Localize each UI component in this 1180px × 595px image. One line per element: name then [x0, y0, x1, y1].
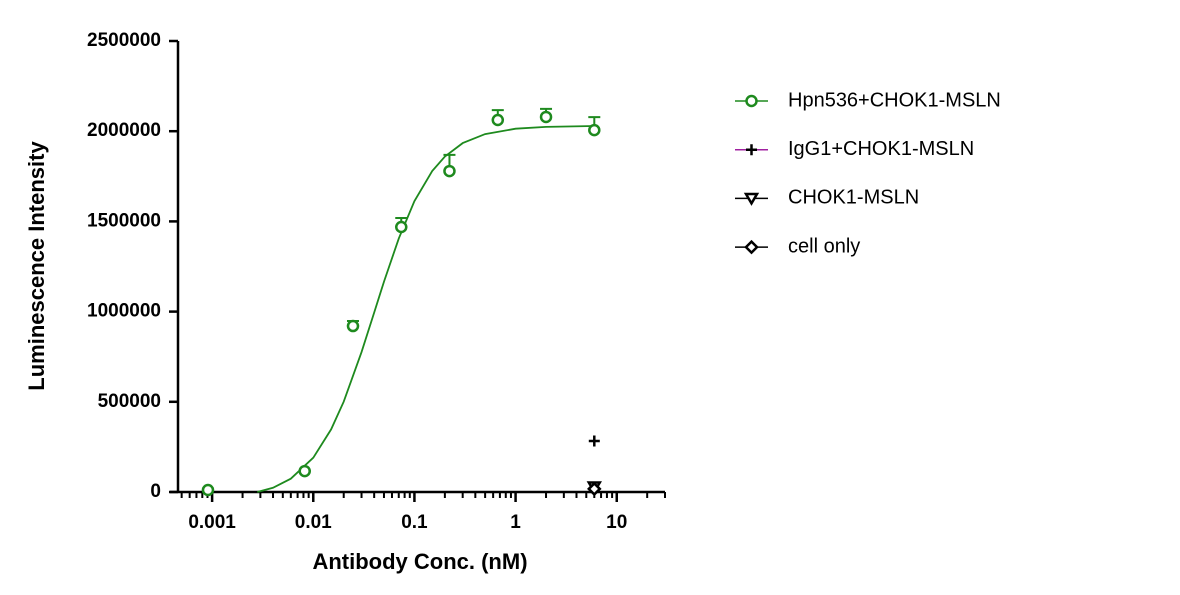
marker	[201, 483, 215, 497]
y-tick-label: 2000000	[87, 120, 161, 141]
legend-marker	[744, 239, 759, 255]
x-tick-label: 10	[606, 512, 627, 533]
legend-marker	[743, 192, 760, 206]
y-tick-label: 1000000	[87, 301, 161, 322]
legend-marker	[745, 94, 758, 108]
fit-curve	[257, 125, 595, 493]
y-tick-label: 2500000	[87, 30, 161, 51]
y-tick-label: 500000	[98, 391, 161, 412]
legend-label: cell only	[788, 235, 860, 257]
marker	[588, 435, 600, 447]
marker	[539, 110, 553, 124]
legend-label: IgG1+CHOK1-MSLN	[788, 138, 974, 160]
marker	[588, 123, 601, 137]
x-tick-label: 0.1	[401, 512, 428, 533]
marker	[443, 164, 456, 178]
y-tick-label: 1500000	[87, 210, 161, 231]
marker	[491, 113, 505, 127]
x-tick-label: 0.01	[295, 512, 332, 533]
marker	[346, 319, 360, 333]
legend-label: Hpn536+CHOK1-MSLN	[788, 89, 1001, 111]
marker	[298, 464, 311, 478]
marker	[395, 220, 408, 234]
x-tick-label: 0.001	[188, 512, 236, 533]
legend-label: CHOK1-MSLN	[788, 187, 919, 209]
y-tick-label: 0	[150, 481, 161, 502]
y-axis-title: Luminescence Intensity	[24, 141, 49, 391]
x-axis-title: Antibody Conc. (nM)	[312, 549, 527, 574]
marker	[587, 481, 602, 497]
x-tick-label: 1	[510, 512, 521, 533]
legend-marker	[746, 144, 757, 156]
